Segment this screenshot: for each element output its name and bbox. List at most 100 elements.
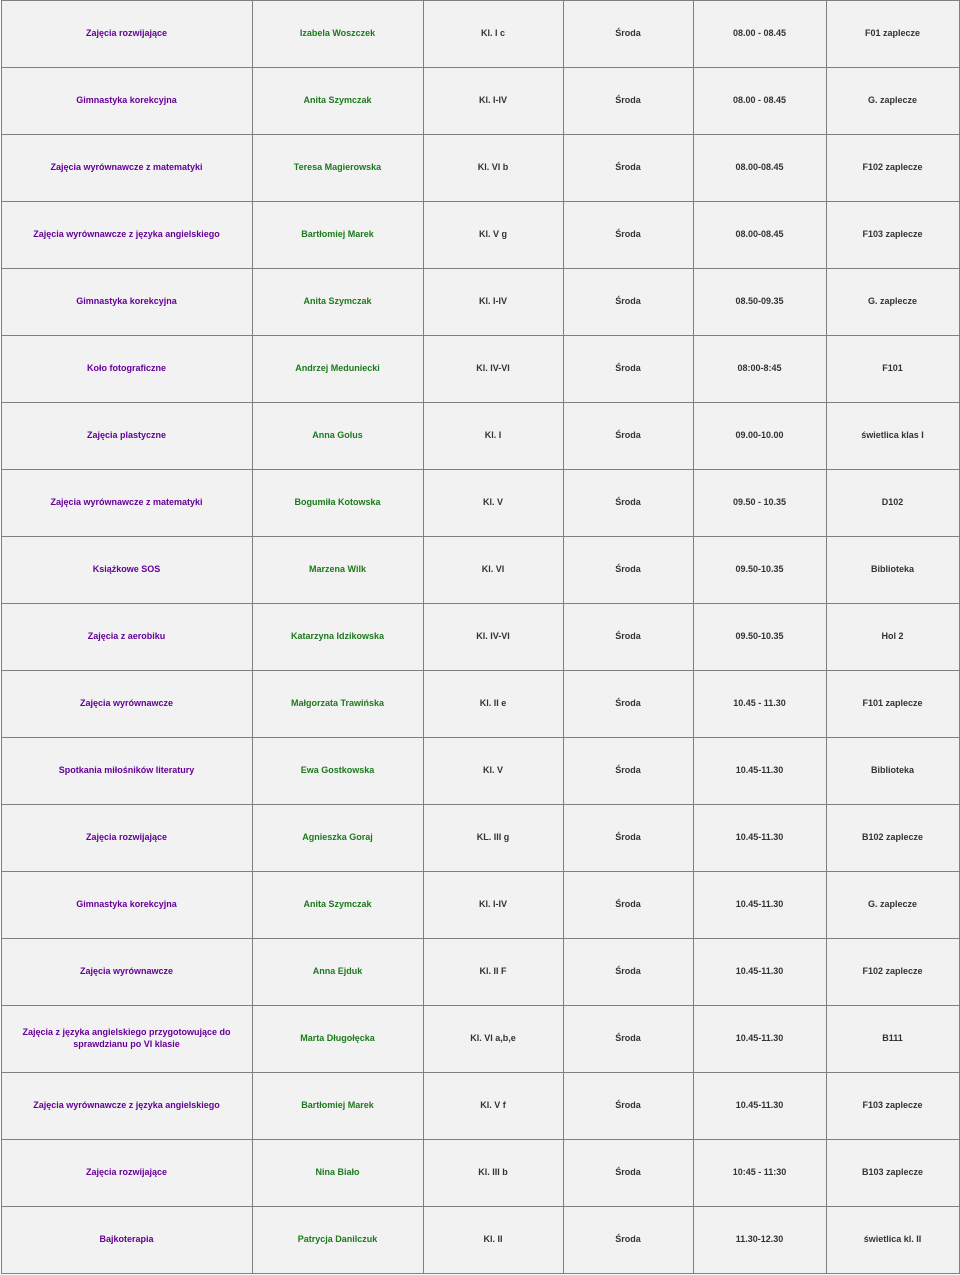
time-cell: 10:45 - 11:30 (693, 1140, 826, 1207)
teacher-cell: Małgorzata Trawińska (252, 671, 423, 738)
time-cell: 09.50-10.35 (693, 537, 826, 604)
table-row: Spotkania miłośników literaturyEwa Gostk… (1, 738, 959, 805)
activity-cell: Zajęcia rozwijające (1, 805, 252, 872)
class-cell: Kl. V (423, 470, 563, 537)
time-cell: 09.50-10.35 (693, 604, 826, 671)
teacher-cell: Anna Golus (252, 403, 423, 470)
day-cell: Środa (563, 671, 693, 738)
room-cell: B102 zaplecze (826, 805, 959, 872)
table-row: Książkowe SOSMarzena WilkKl. VIŚroda09.5… (1, 537, 959, 604)
class-cell: KL. III g (423, 805, 563, 872)
table-row: Zajęcia wyrównawcze z matematykiBogumiła… (1, 470, 959, 537)
activity-cell: Zajęcia rozwijające (1, 1, 252, 68)
time-cell: 10.45-11.30 (693, 738, 826, 805)
day-cell: Środa (563, 1073, 693, 1140)
day-cell: Środa (563, 939, 693, 1006)
activity-cell: Bajkoterapia (1, 1207, 252, 1274)
class-cell: Kl. VI a,b,e (423, 1006, 563, 1073)
activity-cell: Zajęcia wyrównawcze z matematyki (1, 135, 252, 202)
teacher-cell: Anita Szymczak (252, 68, 423, 135)
day-cell: Środa (563, 202, 693, 269)
time-cell: 08.00 - 08.45 (693, 68, 826, 135)
teacher-cell: Patrycja Danilczuk (252, 1207, 423, 1274)
time-cell: 08.00 - 08.45 (693, 1, 826, 68)
class-cell: Kl. V f (423, 1073, 563, 1140)
room-cell: Biblioteka (826, 738, 959, 805)
room-cell: G. zaplecze (826, 872, 959, 939)
day-cell: Środa (563, 1207, 693, 1274)
activity-cell: Spotkania miłośników literatury (1, 738, 252, 805)
activity-cell: Zajęcia z języka angielskiego przygotowu… (1, 1006, 252, 1073)
teacher-cell: Katarzyna Idzikowska (252, 604, 423, 671)
table-row: Zajęcia wyrównawcze z języka angielskieg… (1, 202, 959, 269)
teacher-cell: Anita Szymczak (252, 872, 423, 939)
table-row: Zajęcia z języka angielskiego przygotowu… (1, 1006, 959, 1073)
class-cell: Kl. I-IV (423, 68, 563, 135)
class-cell: Kl. I-IV (423, 872, 563, 939)
table-row: Zajęcia wyrównawcze z matematykiTeresa M… (1, 135, 959, 202)
table-row: Koło fotograficzneAndrzej MedunieckiKl. … (1, 336, 959, 403)
teacher-cell: Bogumiła Kotowska (252, 470, 423, 537)
day-cell: Środa (563, 872, 693, 939)
table-row: Gimnastyka korekcyjnaAnita SzymczakKl. I… (1, 269, 959, 336)
teacher-cell: Teresa Magierowska (252, 135, 423, 202)
class-cell: Kl. I-IV (423, 269, 563, 336)
class-cell: Kl. IV-VI (423, 604, 563, 671)
table-row: Zajęcia rozwijająceIzabela WoszczekKl. I… (1, 1, 959, 68)
class-cell: Kl. II F (423, 939, 563, 1006)
time-cell: 08:00-8:45 (693, 336, 826, 403)
teacher-cell: Bartłomiej Marek (252, 202, 423, 269)
day-cell: Środa (563, 1140, 693, 1207)
teacher-cell: Anna Ejduk (252, 939, 423, 1006)
day-cell: Środa (563, 403, 693, 470)
table-row: Zajęcia z aerobikuKatarzyna IdzikowskaKl… (1, 604, 959, 671)
class-cell: Kl. I (423, 403, 563, 470)
room-cell: G. zaplecze (826, 269, 959, 336)
room-cell: B111 (826, 1006, 959, 1073)
teacher-cell: Nina Biało (252, 1140, 423, 1207)
class-cell: Kl. III b (423, 1140, 563, 1207)
activity-cell: Zajęcia wyrównawcze z języka angielskieg… (1, 202, 252, 269)
day-cell: Środa (563, 336, 693, 403)
time-cell: 08.00-08.45 (693, 202, 826, 269)
table-row: Gimnastyka korekcyjnaAnita SzymczakKl. I… (1, 68, 959, 135)
activity-cell: Zajęcia rozwijające (1, 1140, 252, 1207)
room-cell: Biblioteka (826, 537, 959, 604)
day-cell: Środa (563, 537, 693, 604)
time-cell: 10.45 - 11.30 (693, 671, 826, 738)
day-cell: Środa (563, 68, 693, 135)
time-cell: 10.45-11.30 (693, 805, 826, 872)
room-cell: świetlica klas I (826, 403, 959, 470)
day-cell: Środa (563, 738, 693, 805)
time-cell: 10.45-11.30 (693, 872, 826, 939)
activity-cell: Gimnastyka korekcyjna (1, 269, 252, 336)
table-row: BajkoterapiaPatrycja DanilczukKl. IIŚrod… (1, 1207, 959, 1274)
room-cell: świetlica kl. II (826, 1207, 959, 1274)
room-cell: G. zaplecze (826, 68, 959, 135)
room-cell: F01 zaplecze (826, 1, 959, 68)
table-row: Zajęcia wyrównawczeMałgorzata TrawińskaK… (1, 671, 959, 738)
time-cell: 11.30-12.30 (693, 1207, 826, 1274)
day-cell: Środa (563, 1006, 693, 1073)
teacher-cell: Marzena Wilk (252, 537, 423, 604)
class-cell: Kl. IV-VI (423, 336, 563, 403)
table-row: Zajęcia wyrównawczeAnna EjdukKl. II FŚro… (1, 939, 959, 1006)
room-cell: F103 zaplecze (826, 1073, 959, 1140)
class-cell: Kl. VI b (423, 135, 563, 202)
time-cell: 08.00-08.45 (693, 135, 826, 202)
activity-cell: Gimnastyka korekcyjna (1, 872, 252, 939)
day-cell: Środa (563, 470, 693, 537)
activity-cell: Zajęcia wyrównawcze z języka angielskieg… (1, 1073, 252, 1140)
room-cell: F102 zaplecze (826, 135, 959, 202)
table-row: Zajęcia wyrównawcze z języka angielskieg… (1, 1073, 959, 1140)
room-cell: F101 (826, 336, 959, 403)
class-cell: Kl. II e (423, 671, 563, 738)
room-cell: F102 zaplecze (826, 939, 959, 1006)
table-row: Zajęcia rozwijająceNina BiałoKl. III bŚr… (1, 1140, 959, 1207)
day-cell: Środa (563, 269, 693, 336)
time-cell: 10.45-11.30 (693, 1073, 826, 1140)
activity-cell: Zajęcia wyrównawcze (1, 939, 252, 1006)
class-cell: Kl. II (423, 1207, 563, 1274)
room-cell: F103 zaplecze (826, 202, 959, 269)
table-row: Zajęcia rozwijająceAgnieszka GorajKL. II… (1, 805, 959, 872)
